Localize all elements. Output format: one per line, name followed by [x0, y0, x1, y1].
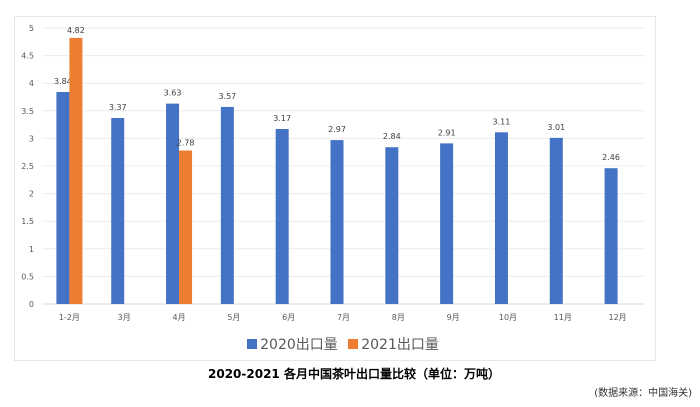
bar-2020出口量 — [56, 92, 70, 304]
x-tick-label: 3月 — [118, 313, 131, 322]
y-tick-label: 0 — [29, 300, 34, 309]
bar-2020出口量 — [604, 168, 618, 304]
legend-swatch-2020 — [247, 339, 258, 349]
x-tick-label: 1-2月 — [59, 313, 80, 322]
bar-chart: 0 0.5 1 1.5 2 2.5 3 3.5 4 4.5 5 1-2月 3.84 4.82 3月 3.37 4… — [21, 24, 645, 322]
legend-label-2020: 2020出口量 — [260, 337, 338, 353]
data-source: (数据来源：中国海关) — [594, 388, 692, 399]
y-tick-label: 1 — [29, 245, 34, 254]
bar-2020出口量 — [166, 103, 180, 305]
legend-label-2021: 2021出口量 — [361, 337, 439, 353]
data-label: 3.17 — [273, 114, 291, 123]
y-tick-label: 2.5 — [21, 162, 34, 171]
y-tick-label: 0.5 — [21, 272, 34, 281]
bar-2020出口量 — [385, 147, 399, 304]
data-label: 2.84 — [383, 132, 401, 141]
y-tick-label: 2 — [29, 190, 34, 199]
x-tick-label: 4月 — [172, 313, 185, 322]
x-tick-label: 12月 — [608, 313, 626, 322]
bar-2020出口量 — [494, 132, 508, 304]
data-label: 3.11 — [493, 117, 511, 126]
legend: 2020出口量 2021出口量 — [0, 334, 680, 354]
x-tick-label: 5月 — [227, 313, 240, 322]
bar-2020出口量 — [220, 106, 234, 304]
x-tick-label: 9月 — [447, 313, 460, 322]
x-tick-label: 8月 — [392, 313, 405, 322]
data-label: 3.84 — [54, 77, 72, 86]
bar-2021出口量 — [69, 37, 83, 304]
data-label: 3.63 — [164, 89, 182, 98]
x-tick-label: 10月 — [499, 313, 517, 322]
x-tick-label: 11月 — [554, 313, 572, 322]
chart-title: 2020-2021 各月中国茶叶出口量比较（单位：万吨） — [208, 367, 500, 381]
bar-2020出口量 — [330, 140, 344, 304]
data-label: 2.78 — [177, 139, 195, 148]
y-tick-label: 3.5 — [21, 107, 34, 116]
bar-2020出口量 — [111, 117, 125, 304]
legend-swatch-2021 — [348, 339, 359, 349]
data-label: 2.91 — [438, 128, 456, 137]
bar-2020出口量 — [440, 143, 454, 304]
x-tick-label: 7月 — [337, 313, 350, 322]
y-tick-label: 4.5 — [21, 52, 34, 61]
y-tick-label: 4 — [29, 79, 34, 88]
data-label: 3.37 — [109, 103, 127, 112]
bar-2020出口量 — [549, 137, 563, 304]
data-label: 4.82 — [67, 26, 85, 35]
x-tick-label: 6月 — [282, 313, 295, 322]
data-label: 3.57 — [218, 92, 236, 101]
y-tick-label: 5 — [29, 24, 34, 33]
data-label: 2.97 — [328, 125, 346, 134]
chart-frame — [14, 16, 656, 361]
data-label: 2.46 — [602, 153, 620, 162]
y-tick-label: 1.5 — [21, 217, 34, 226]
bar-2020出口量 — [275, 129, 289, 304]
y-tick-label: 3 — [29, 134, 34, 143]
bar-2021出口量 — [179, 150, 193, 304]
data-label: 3.01 — [547, 123, 565, 132]
